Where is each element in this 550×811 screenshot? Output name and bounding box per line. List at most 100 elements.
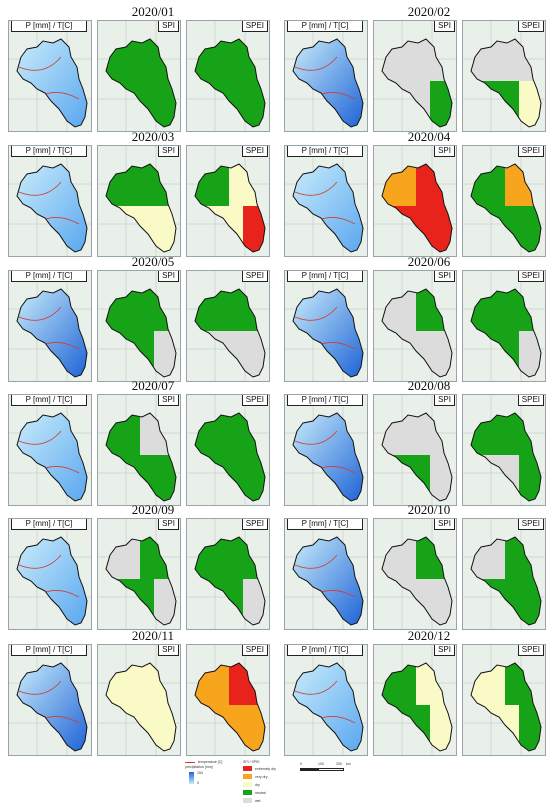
scale-unit: km (346, 762, 351, 766)
legend-class-row: wet (243, 798, 260, 803)
p-map-panel: P [mm] / T[C] (284, 394, 368, 506)
spei-class-region (243, 81, 265, 127)
spi-class-region (382, 289, 416, 331)
basin-outline (105, 163, 177, 253)
spei-class-region (229, 663, 265, 705)
basin-outline (292, 288, 364, 378)
spi-map-panel: SPI (97, 145, 181, 257)
basin-outline (381, 288, 453, 378)
spi-class-region (140, 39, 176, 81)
spi-panel-label: SPI (434, 645, 455, 656)
spi-class-region (154, 705, 176, 751)
basin-outline (292, 38, 364, 128)
spi-class-region (154, 455, 176, 501)
spei-class-region (243, 579, 265, 625)
basin-outline (16, 536, 88, 626)
p-map-panel: P [mm] / T[C] (284, 20, 368, 132)
month-title: 2020/05 (131, 254, 175, 269)
precipitation-fill (293, 164, 363, 252)
spi-class-region (416, 537, 452, 579)
spi-class-region (106, 164, 140, 206)
spi-class-region (430, 455, 452, 501)
spei-class-region (243, 705, 265, 751)
spi-class-region (106, 413, 140, 455)
basin-outline (194, 662, 266, 752)
month-title: 2020/02 (407, 4, 451, 19)
basin-outline (105, 288, 177, 378)
spi-class-region (140, 413, 176, 455)
spi-class-region (106, 663, 140, 705)
spei-class-region (195, 537, 229, 579)
spei-class-region (195, 289, 229, 331)
legend-class-row: neutral (243, 790, 266, 795)
month-title: 2020/08 (407, 378, 451, 393)
legend-class-label: dry (255, 782, 260, 787)
basin-outline (470, 288, 542, 378)
precipitation-gradient (189, 772, 194, 784)
p-map-panel: P [mm] / T[C] (8, 20, 92, 132)
spi-panel-label: SPI (158, 645, 179, 656)
spei-class-region (471, 164, 505, 206)
spi-panel-label: SPI (434, 271, 455, 282)
spi-class-region (154, 206, 176, 252)
p-map-panel: P [mm] / T[C] (8, 145, 92, 257)
spei-map-panel: SPEI (186, 20, 270, 132)
spei-map-panel: SPEI (186, 518, 270, 630)
spei-panel-label: SPEI (241, 146, 268, 157)
spei-class-region (243, 455, 265, 501)
basin-outline (381, 536, 453, 626)
spei-map-panel: SPEI (462, 20, 546, 132)
spei-class-region (505, 413, 541, 455)
month-title: 2020/06 (407, 254, 451, 269)
basin-outline (292, 163, 364, 253)
legend-class-swatch (243, 782, 252, 787)
precipitation-fill (17, 537, 87, 625)
spei-class-region (519, 206, 541, 252)
spei-panel-label: SPEI (517, 146, 544, 157)
spi-class-region (416, 39, 452, 81)
spei-class-region (471, 289, 505, 331)
p-panel-label: P [mm] / T[C] (11, 21, 87, 32)
p-panel-label: P [mm] / T[C] (11, 395, 87, 406)
spi-map-panel: SPI (373, 270, 457, 382)
spei-class-region (519, 81, 541, 127)
spei-class-region (195, 413, 229, 455)
spi-class-region (106, 289, 140, 331)
spi-panel-label: SPI (434, 146, 455, 157)
p-panel-label: P [mm] / T[C] (287, 519, 363, 530)
spi-class-region (416, 289, 452, 331)
precipitation-fill (293, 537, 363, 625)
spi-class-region (140, 663, 176, 705)
month-title: 2020/03 (131, 129, 175, 144)
month-title: 2020/10 (407, 502, 451, 517)
spei-class-region (505, 663, 541, 705)
legend-class-label: wet (255, 798, 261, 803)
precipitation-fill (17, 39, 87, 127)
spi-class-region (106, 39, 140, 81)
spi-class-region (416, 663, 452, 705)
spei-class-region (471, 39, 505, 81)
spi-class-region (154, 579, 176, 625)
legend-precip-min: 0 (197, 781, 199, 785)
basin-outline (381, 38, 453, 128)
basin-outline (194, 288, 266, 378)
p-map-panel: P [mm] / T[C] (8, 394, 92, 506)
spei-panel-label: SPEI (517, 395, 544, 406)
spei-class-region (471, 413, 505, 455)
spei-class-region (229, 413, 265, 455)
spei-map-panel: SPEI (462, 270, 546, 382)
spi-panel-label: SPI (434, 395, 455, 406)
legend-class-label: neutral (255, 790, 266, 795)
p-map-panel: P [mm] / T[C] (8, 270, 92, 382)
spi-class-region (382, 39, 416, 81)
spei-panel-label: SPEI (517, 645, 544, 656)
legend-class-swatch (243, 774, 252, 779)
basin-outline (292, 662, 364, 752)
p-panel-label: P [mm] / T[C] (11, 645, 87, 656)
spi-class-region (382, 413, 416, 455)
basin-outline (470, 536, 542, 626)
spi-map-panel: SPI (97, 518, 181, 630)
spi-map-panel: SPI (97, 270, 181, 382)
month-title: 2020/11 (131, 628, 175, 643)
spei-class-region (195, 39, 229, 81)
